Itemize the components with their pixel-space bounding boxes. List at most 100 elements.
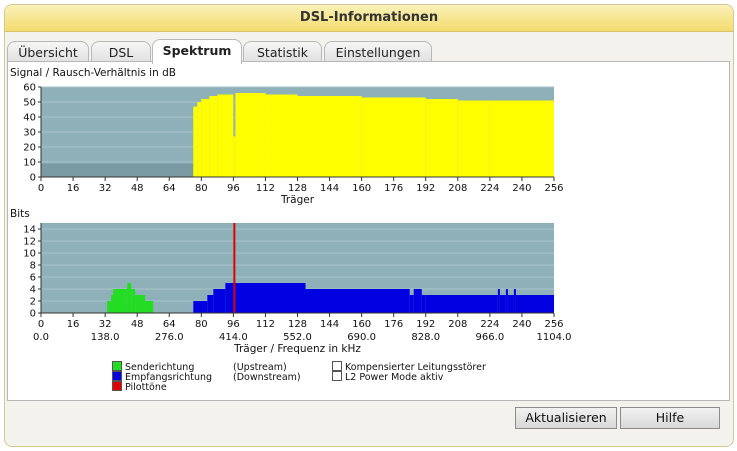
freq-tick-label: 276.0: [155, 332, 184, 343]
downstream-swatch: [112, 371, 122, 381]
x-axis-label: Träger / Frequenz in kHz: [233, 343, 361, 355]
freq-tick-label: 0.0: [33, 332, 49, 343]
x-tick-label: 240: [512, 183, 531, 194]
y-tick-label: 40: [23, 113, 36, 124]
y-tick-label: 0: [30, 309, 36, 320]
tab-statistik[interactable]: Statistik: [243, 41, 322, 64]
data-bar: [193, 106, 198, 177]
y-tick-label: 6: [30, 273, 36, 284]
x-tick-label: 64: [163, 183, 176, 194]
x-tick-label: 160: [352, 319, 371, 330]
y-tick-label: 10: [23, 158, 36, 169]
tab-spektrum[interactable]: Spektrum: [152, 39, 242, 64]
data-bar: [125, 289, 128, 313]
data-bar: [233, 223, 236, 313]
data-bar: [127, 283, 132, 313]
x-tick-label: 16: [67, 183, 80, 194]
x-tick-label: 112: [256, 319, 275, 330]
y-tick-label: 4: [30, 285, 36, 296]
y-tick-label: 14: [23, 225, 36, 236]
x-tick-label: 80: [195, 183, 208, 194]
x-tick-label: 176: [384, 319, 403, 330]
data-bar: [113, 289, 126, 313]
tab-einstellungen[interactable]: Einstellungen: [324, 41, 432, 64]
x-tick-label: 96: [227, 319, 240, 330]
legend-upstream-label: Senderichtung: [125, 362, 195, 373]
legend-downstream-note: (Downstream): [233, 372, 301, 383]
data-bar: [515, 295, 554, 313]
freq-tick-label: 828.0: [411, 332, 440, 343]
data-bar: [135, 295, 146, 313]
data-bar: [513, 289, 516, 313]
data-bar: [107, 301, 112, 313]
legend-downstream-label: Empfangsrichtung: [125, 372, 213, 383]
legend-crosstalk: Kompensierter Leitungsstörer: [332, 361, 486, 373]
legend-upstream: Senderichtung (Upstream): [112, 361, 301, 373]
pilot-swatch: [112, 381, 122, 391]
upstream-swatch: [112, 361, 122, 371]
y-tick-label: 12: [23, 237, 36, 248]
chart-title: Bits: [10, 208, 30, 220]
x-tick-label: 144: [320, 319, 339, 330]
y-tick-label: 60: [23, 83, 36, 94]
y-tick-label: 50: [23, 98, 36, 109]
x-tick-label: 0: [38, 319, 44, 330]
x-tick-label: 256: [544, 319, 563, 330]
y-tick-label: 30: [23, 128, 36, 139]
x-tick-label: 48: [131, 319, 144, 330]
x-axis-label: Träger: [280, 194, 315, 206]
crosstalk-swatch: [332, 361, 342, 371]
y-tick-label: 10: [23, 249, 36, 260]
help-button[interactable]: Hilfe: [620, 407, 720, 429]
tab-bar: Übersicht DSL Spektrum Statistik Einstel…: [7, 39, 707, 64]
x-tick-label: 256: [544, 183, 563, 194]
legend-l2: L2 Power Mode aktiv: [332, 371, 486, 383]
x-tick-label: 224: [480, 183, 499, 194]
data-bar: [457, 100, 490, 177]
legend-l2-label: L2 Power Mode aktiv: [345, 372, 444, 383]
data-bar: [297, 96, 362, 177]
x-tick-label: 16: [67, 319, 80, 330]
freq-tick-label: 1104.0: [537, 332, 572, 343]
x-tick-label: 32: [99, 319, 112, 330]
data-bar: [489, 100, 554, 177]
x-tick-label: 208: [448, 183, 467, 194]
legend-pilot: Pilottöne: [112, 381, 301, 393]
freq-tick-label: 414.0: [219, 332, 248, 343]
x-tick-label: 128: [288, 183, 307, 194]
data-bar: [497, 289, 500, 313]
spectrum-panel: Signal / Rausch-Verhältnis in dB 0 10 20 30 4…: [7, 61, 730, 401]
tab-uebersicht[interactable]: Übersicht: [7, 41, 89, 64]
x-tick-label: 0: [38, 183, 44, 194]
data-bar: [131, 289, 136, 313]
data-bar: [197, 102, 202, 177]
freq-tick-label: 552.0: [283, 332, 312, 343]
x-tick-label: 224: [480, 319, 499, 330]
data-bar: [499, 295, 506, 313]
data-bar: [425, 295, 498, 313]
legend-downstream: Empfangsrichtung (Downstream): [112, 371, 301, 383]
y-tick-label: 20: [23, 143, 36, 154]
refresh-button[interactable]: Aktualisieren: [515, 407, 617, 429]
data-bar: [421, 295, 426, 313]
x-tick-label: 160: [352, 183, 371, 194]
data-bar: [305, 289, 410, 313]
data-bar: [209, 96, 218, 177]
data-bar: [145, 301, 154, 313]
data-bar: [207, 295, 214, 313]
legend-crosstalk-label: Kompensierter Leitungsstörer: [345, 362, 486, 373]
x-tick-label: 64: [163, 319, 176, 330]
x-tick-label: 32: [99, 183, 112, 194]
data-bar: [507, 295, 514, 313]
x-tick-label: 112: [256, 183, 275, 194]
x-tick-label: 48: [131, 183, 144, 194]
data-bar: [361, 97, 426, 177]
x-tick-label: 80: [195, 319, 208, 330]
freq-tick-label: 138.0: [91, 332, 120, 343]
tab-dsl[interactable]: DSL: [91, 41, 151, 64]
legend-right: Kompensierter Leitungsstörer L2 Power Mo…: [332, 361, 486, 383]
legend: Senderichtung (Upstream) Empfangsrichtung…: [112, 361, 301, 393]
legend-pilot-label: Pilottöne: [125, 382, 167, 393]
data-bar: [235, 93, 266, 177]
data-bar: [225, 283, 306, 313]
